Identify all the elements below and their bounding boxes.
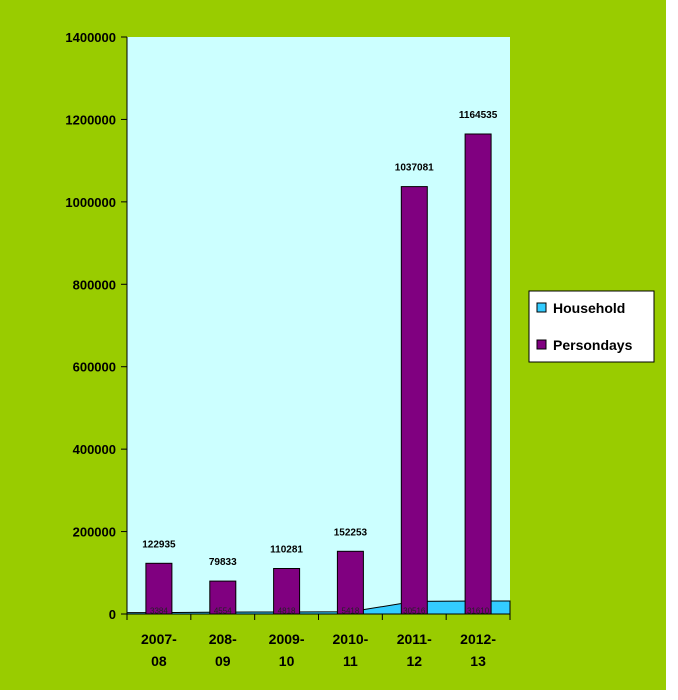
y-tick-label: 400000 [73, 442, 116, 457]
persondays-bar [464, 133, 492, 615]
persondays-bar [209, 580, 237, 615]
chart: 0 200000 400000 600000 800000 1000000 1200000 1… [0, 0, 666, 690]
persondays-value-label: 79833 [209, 557, 237, 568]
legend: Household Persondays [528, 290, 655, 363]
legend-label-household: Household [553, 300, 625, 316]
household-value-label: 31610 [467, 607, 490, 616]
household-value-label: 30516 [403, 607, 426, 616]
persondays-bar [400, 186, 428, 615]
x-tick-label: 13 [470, 653, 486, 669]
x-tick-label: 2010- [333, 631, 369, 647]
chart-frame: 0 200000 400000 600000 800000 1000000 1200000 1… [0, 0, 666, 690]
y-tick-label: 0 [109, 607, 116, 622]
household-value-label: 3384 [150, 607, 168, 616]
legend-swatch-household [536, 302, 547, 313]
persondays-value-label: 1037081 [395, 163, 434, 174]
axes: 0 200000 400000 600000 800000 1000000 1200000 1… [65, 30, 511, 669]
household-value-label: 4818 [278, 607, 296, 616]
plot-area [127, 37, 510, 614]
persondays-value-label: 1164535 [459, 110, 498, 121]
x-tick-label: 2012- [460, 631, 496, 647]
y-tick-label: 800000 [73, 277, 116, 292]
y-tick-label: 1200000 [65, 112, 116, 127]
x-tick-label: 2007- [141, 631, 177, 647]
x-tick-label: 10 [279, 653, 295, 669]
y-tick-label: 1000000 [65, 195, 116, 210]
legend-label-persondays: Persondays [553, 337, 633, 353]
y-tick-label: 600000 [73, 360, 116, 375]
household-value-label: 4554 [214, 607, 232, 616]
legend-box [528, 290, 655, 363]
persondays-value-label: 122935 [142, 539, 176, 550]
persondays-bar [145, 562, 173, 615]
x-tick-label: 208- [209, 631, 237, 647]
data-labels: 3384 4554 4818 5418 30516 31610 122935 79833 110… [142, 110, 497, 615]
x-tick-label: 2011- [397, 631, 432, 647]
x-tick-label: 08 [151, 653, 167, 669]
y-tick-label: 1400000 [65, 30, 116, 45]
x-tick-label: 11 [343, 653, 358, 669]
legend-swatch-persondays [536, 339, 547, 350]
x-tick-label: 12 [406, 653, 422, 669]
persondays-value-label: 110281 [270, 545, 303, 556]
persondays-series [145, 133, 492, 615]
x-tick-label: 2009- [269, 631, 305, 647]
household-value-label: 5418 [342, 607, 360, 616]
x-tick-label: 09 [215, 653, 231, 669]
persondays-value-label: 152253 [334, 527, 368, 538]
persondays-bar [336, 550, 364, 615]
y-tick-label: 200000 [73, 525, 116, 540]
